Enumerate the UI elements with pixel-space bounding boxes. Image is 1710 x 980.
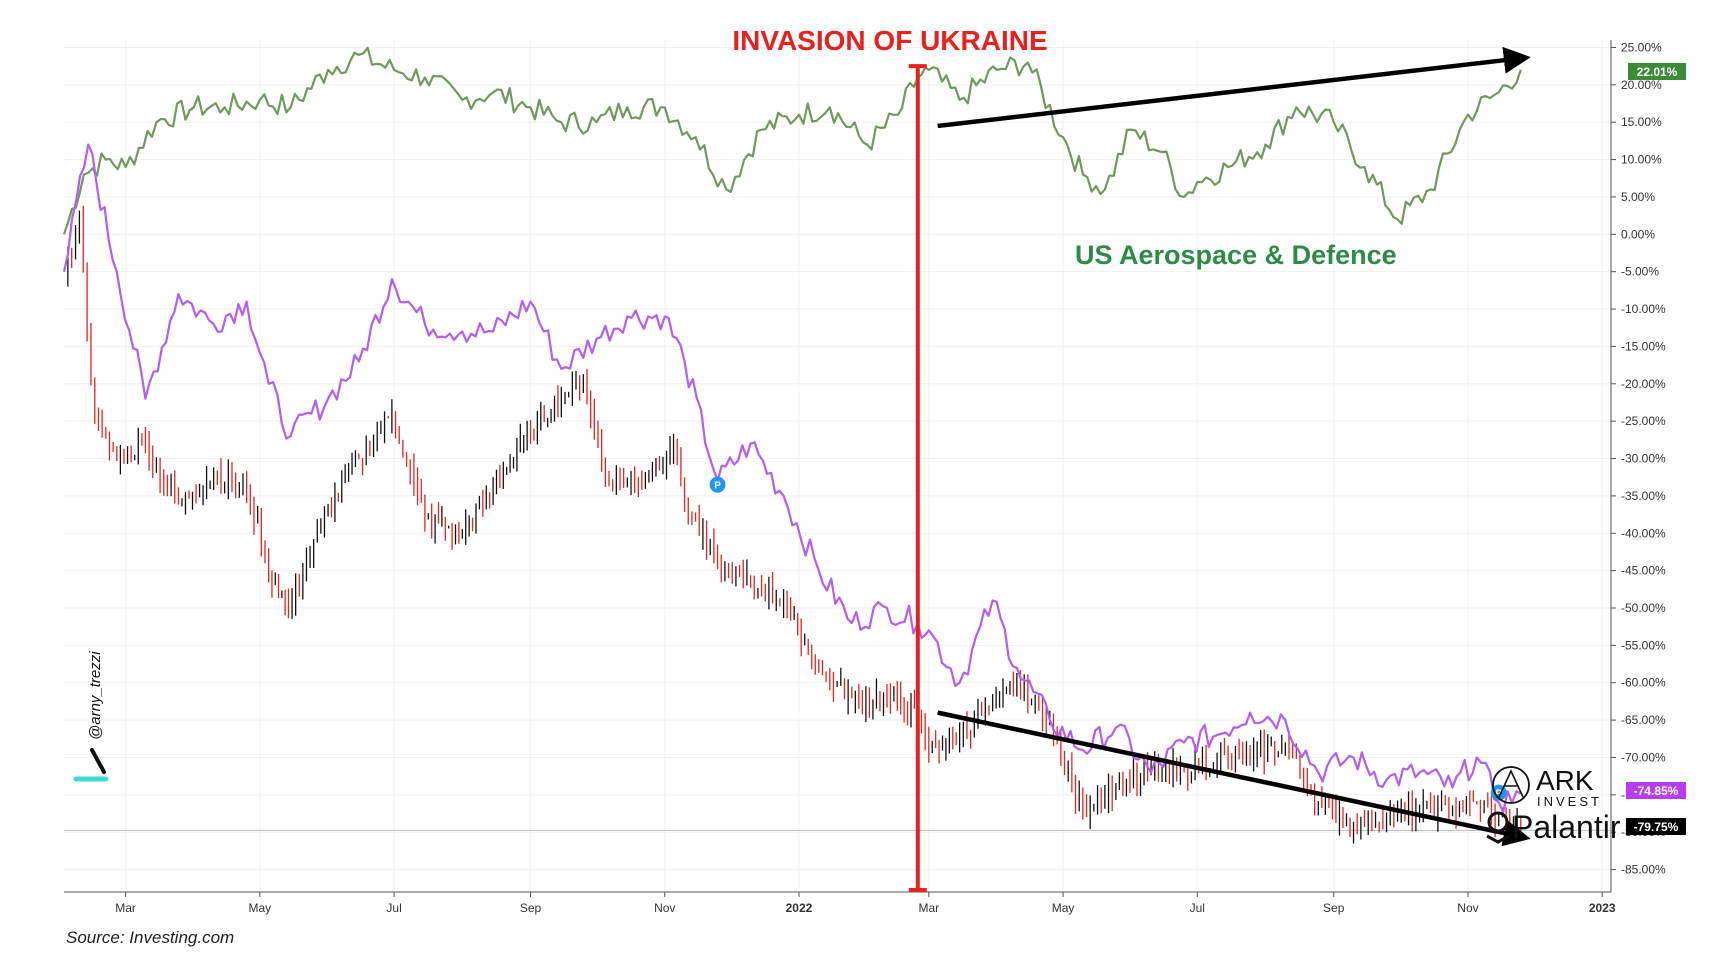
ark-logo-subtext: INVEST: [1537, 794, 1602, 809]
y-tick-label: 15.00%: [1621, 115, 1662, 129]
palantir-trend-arrow: [937, 710, 1531, 847]
x-tick-label: Sep: [520, 901, 542, 915]
y-tick-label: 0.00%: [1621, 227, 1655, 241]
axes: 25.00% 20.00% 15.00% 10.00% 5.00% 0.00% -5.00%…: [64, 40, 1666, 915]
y-tick-label: -35.00%: [1621, 489, 1666, 503]
ark-line-path: [62, 143, 1522, 814]
x-tick-label: Nov: [654, 901, 675, 915]
x-tick-label: Jul: [1190, 901, 1205, 915]
y-tick-label: -30.00%: [1621, 452, 1666, 466]
ark-invest-logo: ARK INVEST: [1492, 765, 1602, 809]
y-tick-label: -70.00%: [1621, 750, 1666, 764]
y-tick-label: -65.00%: [1621, 713, 1666, 727]
y-tick-label: -50.00%: [1621, 601, 1666, 615]
y-tick-label: 10.00%: [1621, 153, 1662, 167]
x-tick-label: Sep: [1323, 901, 1345, 915]
palantir-logo: Palantir: [1486, 809, 1621, 845]
y-tick-label: 5.00%: [1621, 190, 1655, 204]
y-tick-label: 25.00%: [1621, 40, 1662, 54]
y-tick-label: 20.00%: [1621, 78, 1662, 92]
source-note: Source: Investing.com: [66, 928, 235, 947]
x-tick-label: Mar: [918, 901, 939, 915]
ark-logo-text: ARK: [1536, 765, 1594, 796]
x-tick-label: May: [249, 901, 272, 915]
defence-series-line: [62, 46, 1522, 235]
y-tick-label: -20.00%: [1621, 377, 1666, 391]
defence-end-badge: 22.01%: [1628, 63, 1686, 80]
palantir-logo-text: Palantir: [1512, 809, 1621, 845]
defence-series-label: US Aerospace & Defence: [1075, 240, 1397, 270]
ark-end-badge: -74.85%: [1626, 782, 1686, 799]
y-tick-label: -5.00%: [1621, 265, 1659, 279]
chart-title: INVASION OF UKRAINE: [732, 25, 1047, 56]
y-tick-label: -85.00%: [1621, 863, 1666, 877]
defence-end-value: 22.01%: [1637, 65, 1678, 79]
palantir-end-value: -79.75%: [1634, 820, 1679, 834]
event-marker-letter: P: [714, 481, 721, 492]
defence-line-path: [62, 46, 1522, 235]
x-tick-label: Nov: [1457, 901, 1478, 915]
y-tick-label: -45.00%: [1621, 564, 1666, 578]
palantir-end-badge: -79.75%: [1626, 818, 1686, 835]
y-tick-label: -25.00%: [1621, 414, 1666, 428]
x-tick-label: 2022: [786, 901, 813, 915]
plot-background: [64, 40, 1611, 892]
defence-trend-arrow: [937, 46, 1531, 129]
x-tick-label: Mar: [115, 901, 136, 915]
event-marker-icon: [709, 476, 726, 493]
watermark-text: @arny_trezzi: [87, 651, 104, 740]
x-tick-label: May: [1052, 901, 1075, 915]
y-tick-label: -60.00%: [1621, 676, 1666, 690]
y-tick-label: -15.00%: [1621, 339, 1666, 353]
y-tick-label: -40.00%: [1621, 526, 1666, 540]
event-marker-letter: P: [1495, 789, 1502, 800]
x-tick-label: 2023: [1589, 901, 1616, 915]
y-tick-label: -55.00%: [1621, 638, 1666, 652]
ark-end-value: -74.85%: [1634, 784, 1679, 798]
x-tick-label: Jul: [386, 901, 401, 915]
watermark: @arny_trezzi: [73, 651, 109, 782]
y-tick-label: -10.00%: [1621, 302, 1666, 316]
ark-series-line: [62, 143, 1522, 814]
